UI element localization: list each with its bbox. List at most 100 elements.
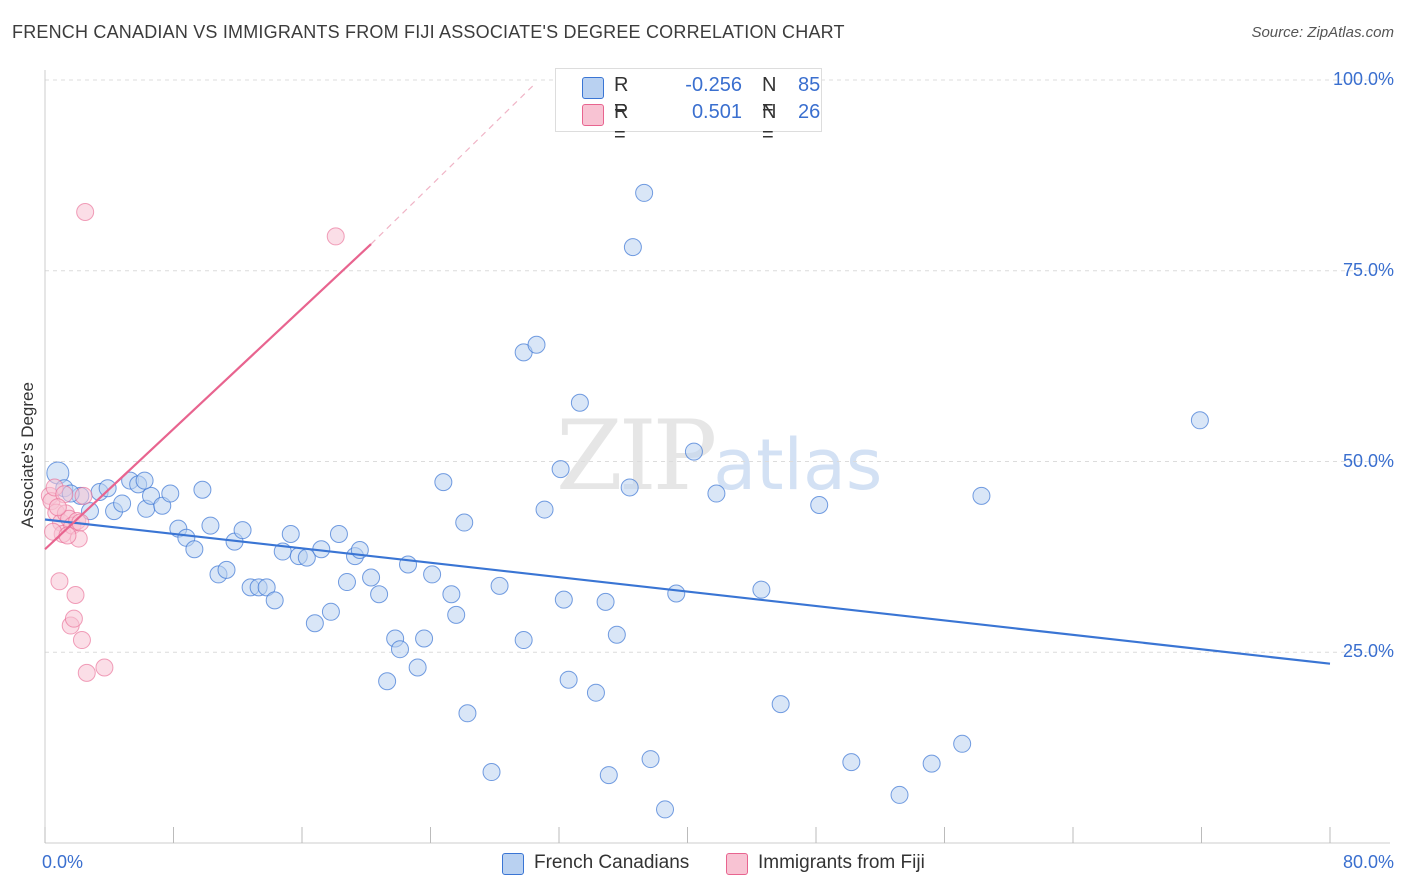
fiji-point [74, 486, 93, 505]
french-canadian-point [623, 238, 642, 257]
fiji-trendline [44, 243, 372, 551]
french-canadian-point [890, 785, 909, 804]
y-tick-label: 75.0% [1342, 259, 1394, 280]
french-canadian-point [482, 763, 501, 782]
watermark-atlas: atlas [713, 424, 883, 506]
french-canadian-point [442, 585, 461, 604]
french-canadian-point [455, 513, 474, 532]
n-value: 85 [798, 74, 821, 96]
y-tick-label: 25.0% [1342, 641, 1394, 662]
x-tick-label-min: 0.0% [42, 852, 84, 872]
legend-swatch-blue [582, 77, 604, 99]
french-canadian-point [193, 480, 212, 499]
legend-swatch-pink [582, 104, 604, 126]
french-canadian-point [667, 584, 686, 603]
french-canadian-point [201, 516, 220, 535]
french-canadian-point [390, 640, 409, 659]
french-canadian-point [337, 573, 356, 592]
fiji-point [72, 631, 91, 650]
french-canadian-point [535, 500, 554, 519]
french-canadian-point [599, 766, 618, 785]
french-canadian-point [217, 560, 236, 579]
french-canadian-point [113, 494, 132, 513]
french-canadian-point [135, 471, 154, 490]
french-canadian-point [434, 473, 453, 492]
french-canadian-point [447, 605, 466, 624]
fiji-point [66, 586, 85, 605]
source-label: Source: ZipAtlas.com [1251, 24, 1394, 41]
y-tick-label: 50.0% [1342, 450, 1394, 471]
french-canadian-point [321, 602, 340, 621]
french-canadians-points [46, 183, 1209, 819]
legend-label: French Canadians [534, 852, 690, 873]
french-canadian-point [329, 524, 348, 543]
fiji-trendline-extension [370, 83, 536, 245]
french-canadian-point [752, 580, 771, 599]
french-canadian-point [233, 521, 252, 540]
fiji-point [95, 658, 114, 677]
french-canadian-point [620, 478, 639, 497]
y-tick-label: 100.0% [1332, 69, 1394, 89]
french-canadian-point [185, 540, 204, 559]
french-canadian-point [559, 670, 578, 689]
zipatlas-watermark: ZIPatlas [556, 400, 882, 512]
french-canadian-point [596, 592, 615, 611]
french-canadian-point [423, 565, 442, 584]
legend-swatch-blue [502, 853, 524, 875]
n-label: N = [762, 101, 777, 146]
french-canadian-point [490, 576, 509, 595]
x-tick-label-max: 80.0% [1342, 852, 1394, 872]
axes [44, 70, 1390, 844]
french-canadian-point [265, 591, 284, 610]
french-canadian-point [641, 750, 660, 769]
french-canadian-point [810, 495, 829, 514]
french-canadian-point [551, 460, 570, 479]
french-canadian-point [142, 486, 161, 505]
french-canadian-point [362, 568, 381, 587]
legend-label: Immigrants from Fiji [758, 852, 925, 873]
french-canadian-point [953, 734, 972, 753]
r-value: -0.256 [685, 74, 742, 96]
french-canadian-point [415, 629, 434, 648]
french-canadian-point [257, 578, 276, 597]
french-canadian-point [370, 585, 389, 604]
correlation-legend: R = -0.256 N = 85 R = 0.501 N = 26 [555, 68, 822, 146]
french-canadian-point [771, 695, 790, 714]
r-value: 0.501 [691, 101, 742, 123]
french-canadian-point [607, 625, 626, 644]
french-canadian-point [305, 614, 324, 633]
french-canadian-point [514, 631, 533, 650]
french-canadian-point [684, 442, 703, 461]
french-canadian-point [98, 479, 117, 498]
french-canadians-trendline [44, 518, 1331, 665]
french-canadian-point [842, 753, 861, 772]
french-canadian-point [570, 393, 589, 412]
r-label: R = [614, 101, 629, 146]
fiji-point [48, 498, 67, 517]
legend-swatch-pink [726, 853, 748, 875]
fiji-points [40, 202, 345, 682]
fiji-point [77, 663, 96, 682]
chart-title: FRENCH CANADIAN VS IMMIGRANTS FROM FIJI … [12, 22, 845, 42]
fiji-point [326, 227, 345, 246]
fiji-point [50, 572, 69, 591]
french-canadian-point [458, 704, 477, 723]
trend-lines [44, 83, 1331, 665]
french-canadian-point [408, 658, 427, 677]
french-canadian-point [707, 484, 726, 503]
french-canadian-point [161, 484, 180, 503]
french-canadian-point [281, 524, 300, 543]
fiji-point [76, 202, 95, 221]
french-canadian-point [554, 590, 573, 609]
french-canadian-point [378, 672, 397, 691]
french-canadian-point [972, 486, 991, 505]
fiji-point [64, 609, 83, 628]
n-label: N = [762, 74, 777, 119]
french-canadian-point [922, 754, 941, 773]
y-axis-label: Associate's Degree [18, 382, 37, 528]
french-canadian-point [1190, 411, 1209, 430]
french-canadian-point [635, 183, 654, 202]
french-canadian-point [586, 683, 605, 702]
n-value: 26 [798, 101, 821, 123]
